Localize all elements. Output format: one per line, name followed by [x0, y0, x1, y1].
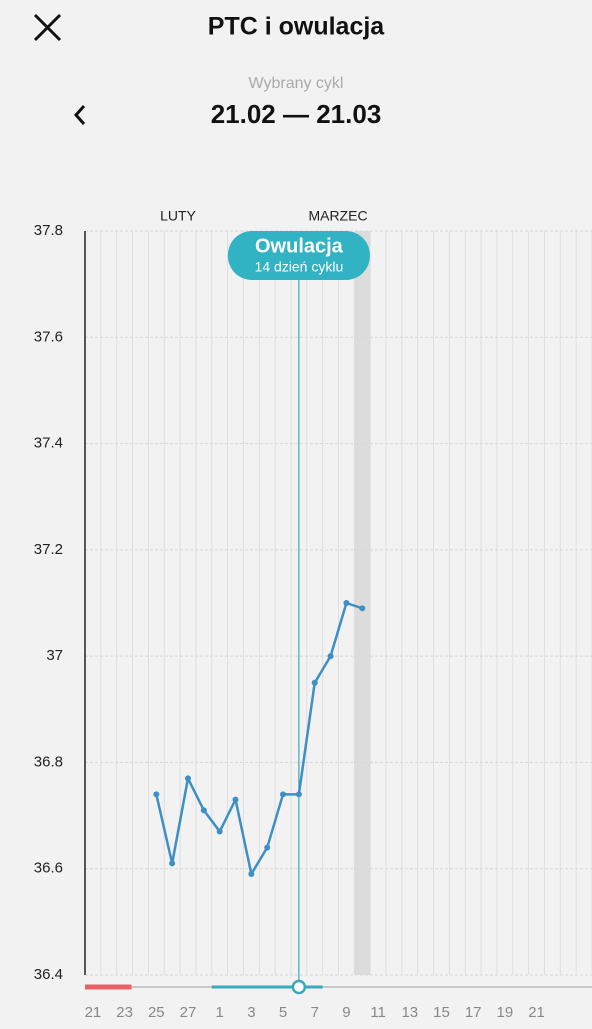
- x-tick-label: 3: [247, 1004, 255, 1021]
- x-tick-label: 21: [528, 1004, 545, 1021]
- x-tick-label: 17: [465, 1004, 482, 1021]
- y-tick-label: 37.6: [34, 328, 63, 345]
- x-tick-label: 9: [342, 1004, 350, 1021]
- ovulation-dot: [291, 979, 307, 995]
- temperature-point: [248, 871, 255, 878]
- x-tick-label: 15: [433, 1004, 450, 1021]
- ovulation-sublabel: 14 dzień cyklu: [255, 259, 344, 275]
- close-button[interactable]: [33, 13, 62, 42]
- prev-cycle-button[interactable]: [73, 105, 86, 125]
- x-tick-label: 25: [148, 1004, 165, 1021]
- ovulation-badge: [227, 231, 370, 280]
- temperature-point: [184, 775, 191, 782]
- close-icon: [33, 13, 62, 42]
- cycle-caption: Wybrany cykl: [249, 75, 344, 92]
- x-tick-label: 19: [497, 1004, 514, 1021]
- x-tick-label: 21: [85, 1004, 102, 1021]
- y-tick-label: 37.4: [34, 435, 63, 452]
- month-label: MARZEC: [308, 208, 367, 224]
- x-tick-label: 1: [216, 1004, 224, 1021]
- temperature-point: [359, 605, 366, 612]
- y-tick-label: 37.2: [34, 541, 63, 558]
- x-tick-label: 5: [279, 1004, 287, 1021]
- y-tick-label: 37: [46, 647, 63, 664]
- today-column: [354, 231, 371, 975]
- cycle-period: 21.02 — 21.03: [211, 99, 382, 129]
- temperature-point: [153, 791, 160, 798]
- ovulation-label: Owulacja: [255, 235, 344, 257]
- y-tick-label: 37.8: [34, 222, 63, 239]
- temperature-point: [343, 600, 350, 606]
- x-tick-label: 13: [401, 1004, 418, 1021]
- y-tick-label: 36.8: [34, 753, 63, 770]
- temperature-point: [169, 860, 176, 867]
- temperature-point: [327, 653, 334, 660]
- temperature-point: [280, 791, 287, 798]
- screen-title: PTC i owulacja: [208, 13, 386, 41]
- x-tick-label: 27: [180, 1004, 197, 1021]
- temperature-point: [232, 796, 239, 803]
- month-label: LUTY: [160, 208, 196, 224]
- temperature-point: [200, 807, 207, 814]
- y-tick-label: 36.4: [34, 966, 63, 983]
- temperature-line: [155, 601, 363, 876]
- x-tick-label: 7: [311, 1004, 319, 1021]
- temperature-point: [295, 791, 302, 798]
- y-tick-label: 36.6: [34, 860, 63, 877]
- x-tick-label: 23: [116, 1004, 133, 1021]
- temperature-point: [216, 828, 223, 835]
- temperature-point: [264, 844, 271, 851]
- temperature-point: [311, 679, 318, 686]
- x-tick-label: 11: [370, 1004, 386, 1021]
